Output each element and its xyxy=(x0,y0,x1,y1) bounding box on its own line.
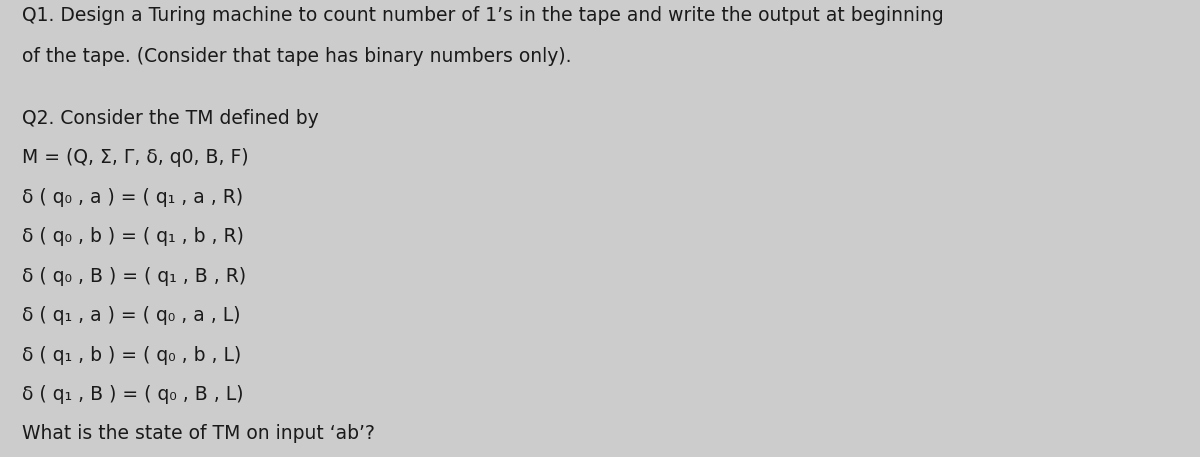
Text: of the tape. (Consider that tape has binary numbers only).: of the tape. (Consider that tape has bin… xyxy=(22,47,571,66)
Text: What is the state of TM on input ‘ab’?: What is the state of TM on input ‘ab’? xyxy=(22,424,374,443)
Text: Q1. Design a Turing machine to count number of 1’s in the tape and write the out: Q1. Design a Turing machine to count num… xyxy=(22,6,943,25)
Text: δ ( q₁ , a ) = ( q₀ , a , L): δ ( q₁ , a ) = ( q₀ , a , L) xyxy=(22,306,240,325)
Text: Q2. Consider the TM defined by: Q2. Consider the TM defined by xyxy=(22,109,318,128)
Text: δ ( q₁ , b ) = ( q₀ , b , L): δ ( q₁ , b ) = ( q₀ , b , L) xyxy=(22,345,241,365)
Text: δ ( q₀ , b ) = ( q₁ , b , R): δ ( q₀ , b ) = ( q₁ , b , R) xyxy=(22,227,244,246)
Text: M = (Q, Σ, Γ, δ, q0, B, F): M = (Q, Σ, Γ, δ, q0, B, F) xyxy=(22,148,248,167)
Text: δ ( q₀ , B ) = ( q₁ , B , R): δ ( q₀ , B ) = ( q₁ , B , R) xyxy=(22,266,246,286)
Text: δ ( q₀ , a ) = ( q₁ , a , R): δ ( q₀ , a ) = ( q₁ , a , R) xyxy=(22,187,242,207)
Text: δ ( q₁ , B ) = ( q₀ , B , L): δ ( q₁ , B ) = ( q₀ , B , L) xyxy=(22,385,244,404)
